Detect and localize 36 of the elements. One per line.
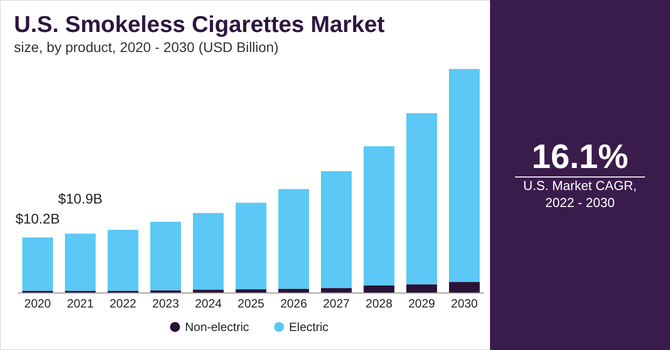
text: U.S. Market CAGR, 2022 - 2030 (523, 178, 637, 210)
x-tick-label: 2023 (152, 296, 180, 311)
bar (278, 288, 310, 293)
bar (449, 69, 480, 282)
bar (108, 230, 138, 291)
x-tick-label: 2020 (24, 296, 52, 311)
bar (278, 189, 310, 289)
x-tick-label: 2030 (451, 296, 478, 311)
bar (22, 237, 53, 291)
bar (364, 285, 394, 293)
bar (320, 288, 352, 293)
bar (150, 222, 182, 290)
text: 16.1% (532, 138, 628, 176)
bar (192, 213, 224, 290)
bar (320, 171, 352, 288)
x-tick-label: 2025 (238, 296, 265, 311)
x-tick-label: 2028 (366, 296, 393, 311)
annotation: $10.2B (15, 210, 60, 226)
legend-label: Non-electric (185, 320, 250, 334)
x-tick-label: 2026 (280, 296, 308, 311)
bar (64, 234, 96, 291)
chart-title: U.S. Smokeless Cigarettes Market (14, 11, 386, 37)
bar (236, 289, 266, 293)
x-tick-label: 2027 (322, 296, 350, 311)
x-tick-label: 2022 (110, 296, 137, 311)
bar (406, 284, 438, 293)
annotation: $10.9B (58, 190, 102, 207)
bar (364, 146, 394, 286)
bar (406, 113, 438, 284)
bar (236, 202, 266, 290)
chart-subtitle: size, by product, 2020 - 2030 (USD Billion) (14, 39, 279, 55)
x-tick-label: 2029 (408, 296, 436, 311)
x-tick-label: 2021 (66, 296, 94, 311)
legend-label: Electric (289, 320, 328, 334)
bar (449, 282, 480, 293)
x-tick-label: 2024 (194, 296, 222, 311)
